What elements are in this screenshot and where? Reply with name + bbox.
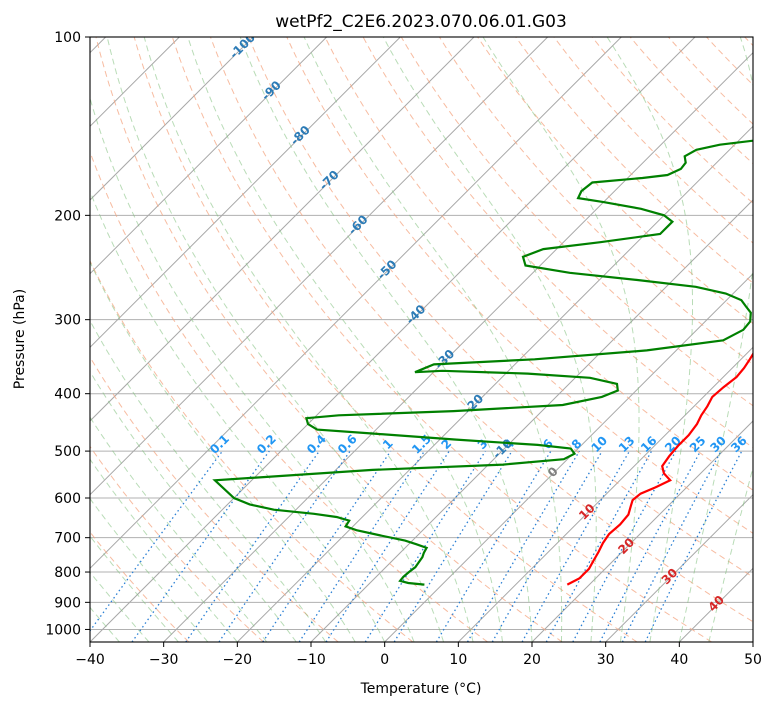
x-tick-label: −30 [149, 652, 179, 668]
moist-adiabat [90, 458, 238, 642]
x-tick-label: 20 [523, 652, 541, 668]
y-tick-label: 700 [54, 531, 81, 547]
x-tick-label: −10 [296, 652, 326, 668]
x-tick-label: 50 [744, 652, 762, 668]
isotherm-line [457, 346, 753, 642]
dry-adiabat [90, 445, 264, 642]
isotherm-line [236, 125, 753, 642]
isotherms [90, 37, 753, 642]
x-axis-label: Temperature (°C) [360, 681, 482, 697]
moist-adiabat [143, 37, 474, 642]
moist-adiabat [90, 189, 386, 642]
mixing-ratio-line [491, 450, 603, 642]
mixing-ratio-line [572, 450, 677, 642]
y-tick-label: 400 [54, 387, 81, 403]
y-tick-label: 800 [54, 565, 81, 581]
mixing-ratio-line [435, 450, 552, 642]
y-tick-label: 900 [54, 595, 81, 611]
x-tick-label: 10 [449, 652, 467, 668]
mixing-ratio-lines [90, 450, 743, 642]
moist-adiabat [90, 96, 415, 642]
mixing-ratio-line [325, 450, 450, 642]
y-tick-label: 600 [54, 491, 81, 507]
isotherm-line [384, 272, 753, 642]
y-tick-label: 300 [54, 313, 81, 329]
moist-adiabat [606, 37, 693, 642]
mixing-ratio-line [90, 450, 223, 632]
y-axis-ticks: 100 200 300 400 500 600 700 800 900 1000 [45, 30, 90, 638]
temperature-line [566, 352, 753, 586]
dewpoint-line [212, 139, 753, 586]
isotherm-line [90, 37, 475, 422]
moist-adiabat [90, 497, 209, 642]
dry-adiabat [171, 37, 712, 642]
moist-adiabat [678, 37, 753, 642]
isotherm-line [531, 420, 753, 642]
y-tick-label: 500 [54, 444, 81, 460]
moist-adiabat [382, 37, 597, 642]
dry-adiabat [362, 37, 753, 449]
moist-adiabat [90, 416, 268, 642]
y-tick-label: 100 [54, 30, 81, 46]
moist-adiabat [90, 260, 356, 642]
mixing-ratio-line [521, 450, 631, 642]
dry-adiabat [210, 37, 753, 623]
moist-adiabats [90, 37, 753, 642]
dry-adiabat [133, 37, 638, 642]
moist-adiabat [708, 465, 753, 642]
isotherm-line [90, 37, 254, 201]
y-axis-label: Pressure (hPa) [12, 289, 28, 389]
x-tick-label: 40 [670, 652, 688, 668]
plot-frame [89, 36, 754, 643]
dry-adiabat [324, 37, 753, 491]
mixing-ratio-line [545, 450, 653, 642]
moist-adiabat [90, 535, 179, 642]
mixing-ratio-line [364, 450, 486, 642]
dry-adiabat [95, 37, 563, 642]
moist-adiabat [187, 37, 503, 642]
dry-adiabats [90, 37, 753, 642]
pressure-grid [90, 37, 753, 630]
isotherm-line [90, 37, 328, 275]
moist-adiabat [90, 319, 327, 642]
isotherm-line [605, 493, 753, 642]
moist-adiabat [106, 37, 445, 642]
mixing-ratio-line [393, 450, 513, 642]
x-axis-ticks: −40 −30 −20 −10 0 10 20 30 40 50 [75, 642, 762, 668]
x-tick-label: −20 [223, 652, 253, 668]
moist-adiabat [303, 37, 563, 642]
y-tick-label: 1000 [45, 622, 81, 638]
x-tick-label: 0 [380, 652, 389, 668]
dry-adiabat [400, 37, 753, 407]
dry-adiabat [515, 37, 753, 284]
isotherm-line [90, 37, 549, 496]
isotherm-line [90, 37, 401, 349]
dry-adiabat [591, 37, 753, 204]
x-tick-label: −40 [75, 652, 105, 668]
dry-adiabat [629, 37, 753, 165]
isotherm-line [90, 37, 622, 570]
dry-adiabat [477, 37, 753, 325]
mixing-ratio-line [298, 450, 425, 642]
isotherm-line [90, 37, 696, 642]
profile-series [212, 139, 753, 586]
dry-adiabat [90, 259, 414, 642]
moist-adiabat [90, 571, 150, 642]
mixing-ratio-line [185, 450, 320, 642]
moist-adiabat [482, 37, 640, 642]
x-tick-label: 30 [597, 652, 615, 668]
isotherm-line [163, 51, 753, 642]
y-tick-label: 200 [54, 208, 81, 224]
moist-adiabat [239, 37, 533, 642]
mixing-ratio-line [466, 450, 580, 642]
mixing-ratio-line [131, 450, 270, 642]
chart-title: wetPf2_C2E6.2023.070.06.01.G03 [275, 12, 567, 32]
dry-adiabat [248, 37, 753, 578]
moist-adiabat [90, 370, 297, 642]
